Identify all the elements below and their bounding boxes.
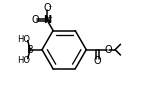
Text: B: B [27, 45, 33, 55]
Text: HO: HO [17, 35, 30, 44]
Text: O: O [94, 56, 101, 66]
Text: -: - [48, 2, 51, 11]
Text: O: O [31, 15, 39, 25]
Text: N: N [43, 15, 51, 25]
Text: +: + [47, 15, 52, 21]
Text: HO: HO [17, 56, 30, 65]
Text: O: O [43, 3, 51, 13]
Text: O: O [104, 45, 112, 55]
